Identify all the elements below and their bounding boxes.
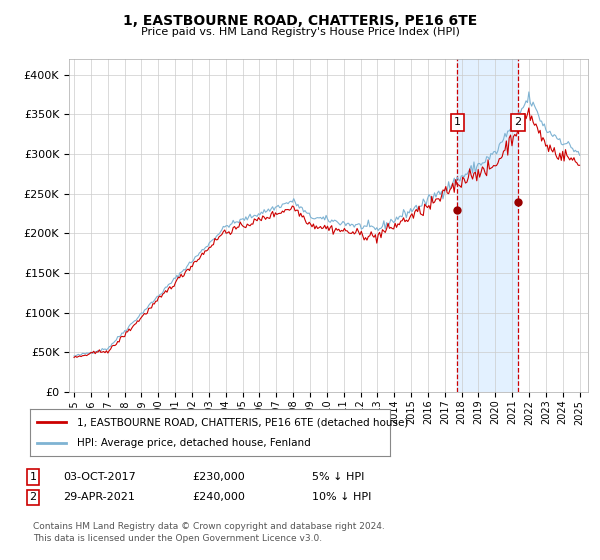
Text: 10% ↓ HPI: 10% ↓ HPI: [312, 492, 371, 502]
Text: £230,000: £230,000: [192, 472, 245, 482]
Text: 2: 2: [514, 117, 521, 127]
Text: Contains HM Land Registry data © Crown copyright and database right 2024.: Contains HM Land Registry data © Crown c…: [33, 522, 385, 531]
Text: 03-OCT-2017: 03-OCT-2017: [63, 472, 136, 482]
Text: 1: 1: [454, 117, 461, 127]
Text: 2: 2: [29, 492, 37, 502]
Text: £240,000: £240,000: [192, 492, 245, 502]
Text: Price paid vs. HM Land Registry's House Price Index (HPI): Price paid vs. HM Land Registry's House …: [140, 27, 460, 37]
Text: 5% ↓ HPI: 5% ↓ HPI: [312, 472, 364, 482]
Bar: [457, 59, 518, 392]
Text: HPI: Average price, detached house, Fenland: HPI: Average price, detached house, Fenl…: [77, 438, 311, 448]
Text: 1, EASTBOURNE ROAD, CHATTERIS, PE16 6TE (detached house): 1, EASTBOURNE ROAD, CHATTERIS, PE16 6TE …: [77, 417, 408, 427]
Text: 1, EASTBOURNE ROAD, CHATTERIS, PE16 6TE: 1, EASTBOURNE ROAD, CHATTERIS, PE16 6TE: [123, 14, 477, 28]
Text: 29-APR-2021: 29-APR-2021: [63, 492, 135, 502]
Text: This data is licensed under the Open Government Licence v3.0.: This data is licensed under the Open Gov…: [33, 534, 322, 543]
Text: 1: 1: [29, 472, 37, 482]
